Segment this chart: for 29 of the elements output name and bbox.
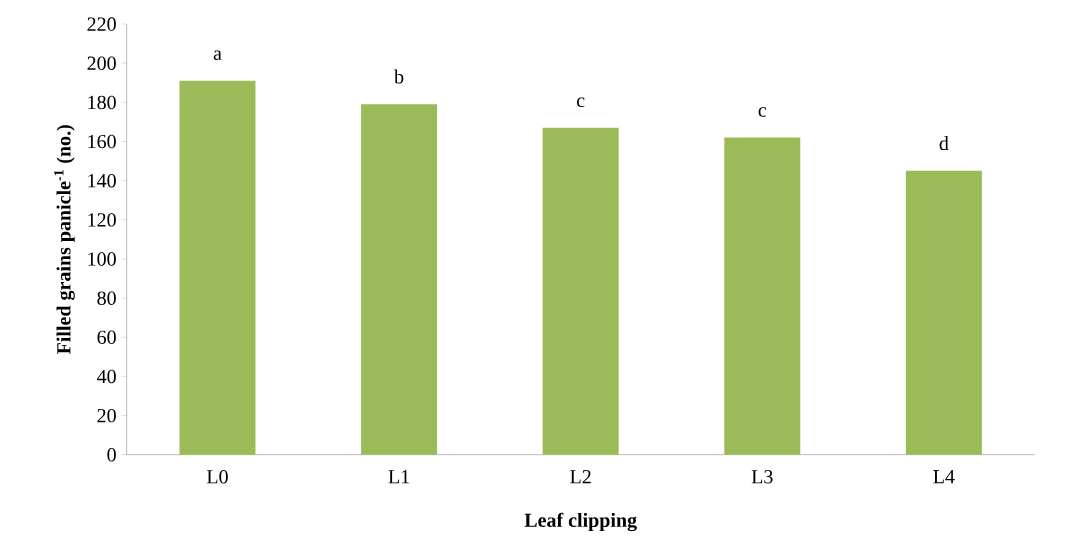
y-axis-title: Filled grains panicle$^{-1}$ (no.) [54,125,75,355]
y-tick-label: 80 [97,291,116,305]
y-tick-label: 120 [88,213,116,227]
annotation: d [939,136,949,151]
x-tick-label: L0 [206,470,228,484]
y-tick-label: 180 [88,95,116,110]
bar [905,170,982,455]
annotation: b [394,69,404,84]
x-tick-label: L2 [570,470,591,484]
annotation: c [576,97,585,108]
bar [724,137,801,455]
y-tick-label: 100 [88,252,116,266]
y-tick-label: 220 [87,17,116,31]
y-tick-label: 0 [107,448,116,462]
y-tick-label: 200 [87,56,116,71]
y-tick-label: 160 [88,134,116,149]
annotation: c [758,107,767,117]
y-tick-label: 140 [88,173,116,188]
y-tick-label: 20 [97,408,116,423]
bar [361,104,438,455]
x-tick-label: L3 [751,470,773,484]
bar [179,80,256,455]
x-tick-label: L4 [933,470,955,484]
x-tick-label: L1 [388,470,409,484]
y-tick-label: 40 [97,369,116,384]
bar [542,127,619,455]
annotation: a [213,50,222,61]
y-tick-label: 60 [97,330,116,345]
x-axis-title: Leaf clipping [524,512,637,532]
